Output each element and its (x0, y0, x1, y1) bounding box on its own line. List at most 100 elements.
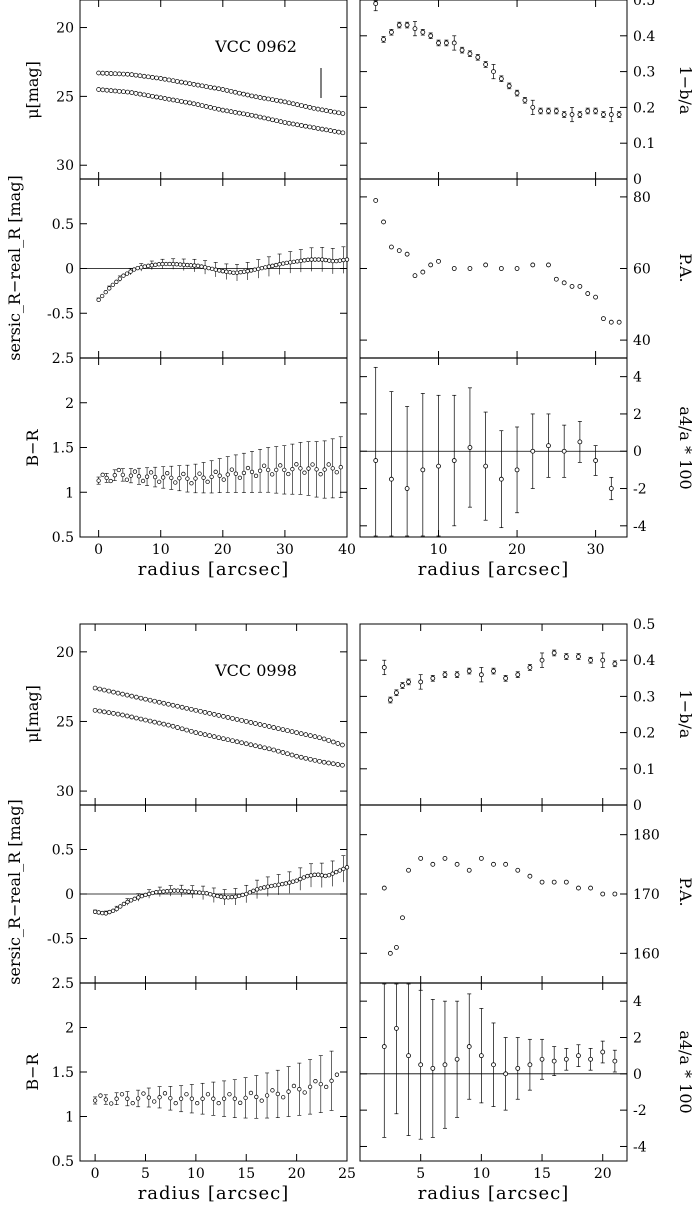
resid-point (309, 257, 314, 262)
br-point (253, 473, 259, 478)
galaxy-label: VCC 0998 (214, 661, 297, 680)
a4-point (561, 448, 567, 454)
resid-point (211, 893, 217, 898)
mu-series-1-point (162, 76, 168, 82)
mu-series-2-point (265, 116, 271, 122)
ell-tick-label: 0.3 (633, 689, 655, 705)
mu-series-2-point (253, 743, 258, 749)
mu-series-1-point (141, 73, 147, 79)
mu-series-1-point (328, 108, 333, 114)
resid-point (114, 906, 119, 912)
mu-series-2-point (270, 117, 275, 123)
ell-point (404, 22, 410, 28)
resid-point (320, 257, 325, 262)
br-point (103, 1097, 109, 1102)
pa-point (467, 266, 473, 271)
mu-series-1-point (307, 105, 313, 110)
br-point (290, 467, 295, 472)
mu-series-2-point (274, 118, 279, 124)
pa-point (576, 885, 581, 891)
mu-series-2-point (150, 93, 155, 99)
ell-axis-label: 1−b/a (676, 66, 695, 115)
resid-point (220, 269, 225, 274)
br-point (254, 1094, 259, 1100)
ell-point (539, 657, 545, 663)
mu-series-1-point (179, 79, 184, 85)
resid-point (156, 262, 162, 267)
resid-point (265, 884, 270, 889)
resid-point (188, 263, 194, 268)
mu-series-2-point (198, 731, 203, 736)
mu-series-2-point (298, 754, 304, 760)
mu-series-1-point (245, 92, 251, 98)
mu-series-1-point (228, 88, 234, 94)
galaxy-label: VCC 0962 (214, 37, 297, 56)
mu-series-2-point (158, 95, 164, 101)
resid-point (110, 908, 116, 913)
resid-point (247, 890, 252, 895)
right-x-tick-label: 20 (594, 1166, 612, 1182)
mu-series-1-point (202, 709, 208, 715)
br-point (119, 1092, 125, 1097)
resid-point (323, 257, 328, 263)
resid-point (323, 873, 328, 879)
resid-point (233, 894, 238, 899)
a4-point (466, 1044, 472, 1049)
mu-series-1-point (234, 717, 240, 722)
mu-series-2-point (335, 762, 341, 767)
mu-series-2-point (262, 745, 267, 751)
mu-series-2-point (225, 737, 231, 743)
pa-tick-label: 40 (633, 333, 651, 349)
ell-point (601, 112, 606, 117)
a4-tick-label: 4 (633, 370, 642, 386)
pa-point (406, 867, 411, 873)
br-point (259, 1098, 264, 1103)
mu-series-2-point (108, 88, 114, 93)
resid-point (103, 911, 109, 916)
pa-point (530, 262, 536, 268)
mu-series-2-point (195, 102, 201, 107)
mu-series-2-point (230, 738, 235, 744)
mu-series-1-point (161, 700, 167, 706)
resid-point (238, 270, 243, 275)
resid-point (131, 267, 137, 272)
br-point (181, 471, 186, 477)
mu-series-1-point (208, 84, 213, 90)
mu-series-1-point (92, 685, 98, 691)
pa-point (418, 856, 424, 861)
mu-series-2-point (111, 711, 116, 716)
a4-point (478, 1053, 484, 1059)
resid-point (200, 890, 206, 896)
mu-series-2-point (220, 736, 226, 742)
resid-point (283, 881, 288, 886)
ell-point (593, 108, 598, 114)
resid-point (316, 257, 321, 262)
mu-series-2-point (199, 103, 205, 108)
resid-point (301, 875, 306, 880)
resid-point (218, 894, 224, 899)
pa-point (514, 266, 520, 271)
mu-series-1-point (275, 726, 281, 731)
mu-series-2-point (271, 747, 277, 753)
resid-point (195, 263, 201, 268)
resid-point (226, 895, 231, 900)
mu-series-2-point (101, 709, 107, 715)
ell-point (483, 62, 489, 67)
mu-series-1-point (340, 742, 345, 748)
pa-point (585, 291, 591, 296)
pa-point (451, 266, 457, 271)
resid-point (298, 876, 303, 882)
mu-series-2-point (282, 120, 288, 125)
resid-point (149, 263, 155, 268)
ell-point (585, 108, 591, 114)
resid-tick-label: 0 (65, 887, 74, 903)
br-point (324, 1084, 329, 1090)
br-point (178, 1096, 184, 1101)
mu-series-2-point (328, 128, 333, 133)
mu-series-1-point (195, 82, 201, 88)
resid-point (96, 297, 101, 302)
resid-point (170, 261, 176, 267)
resid-point (142, 264, 147, 269)
resid-point (164, 889, 170, 894)
mu-series-1-point (121, 71, 126, 77)
